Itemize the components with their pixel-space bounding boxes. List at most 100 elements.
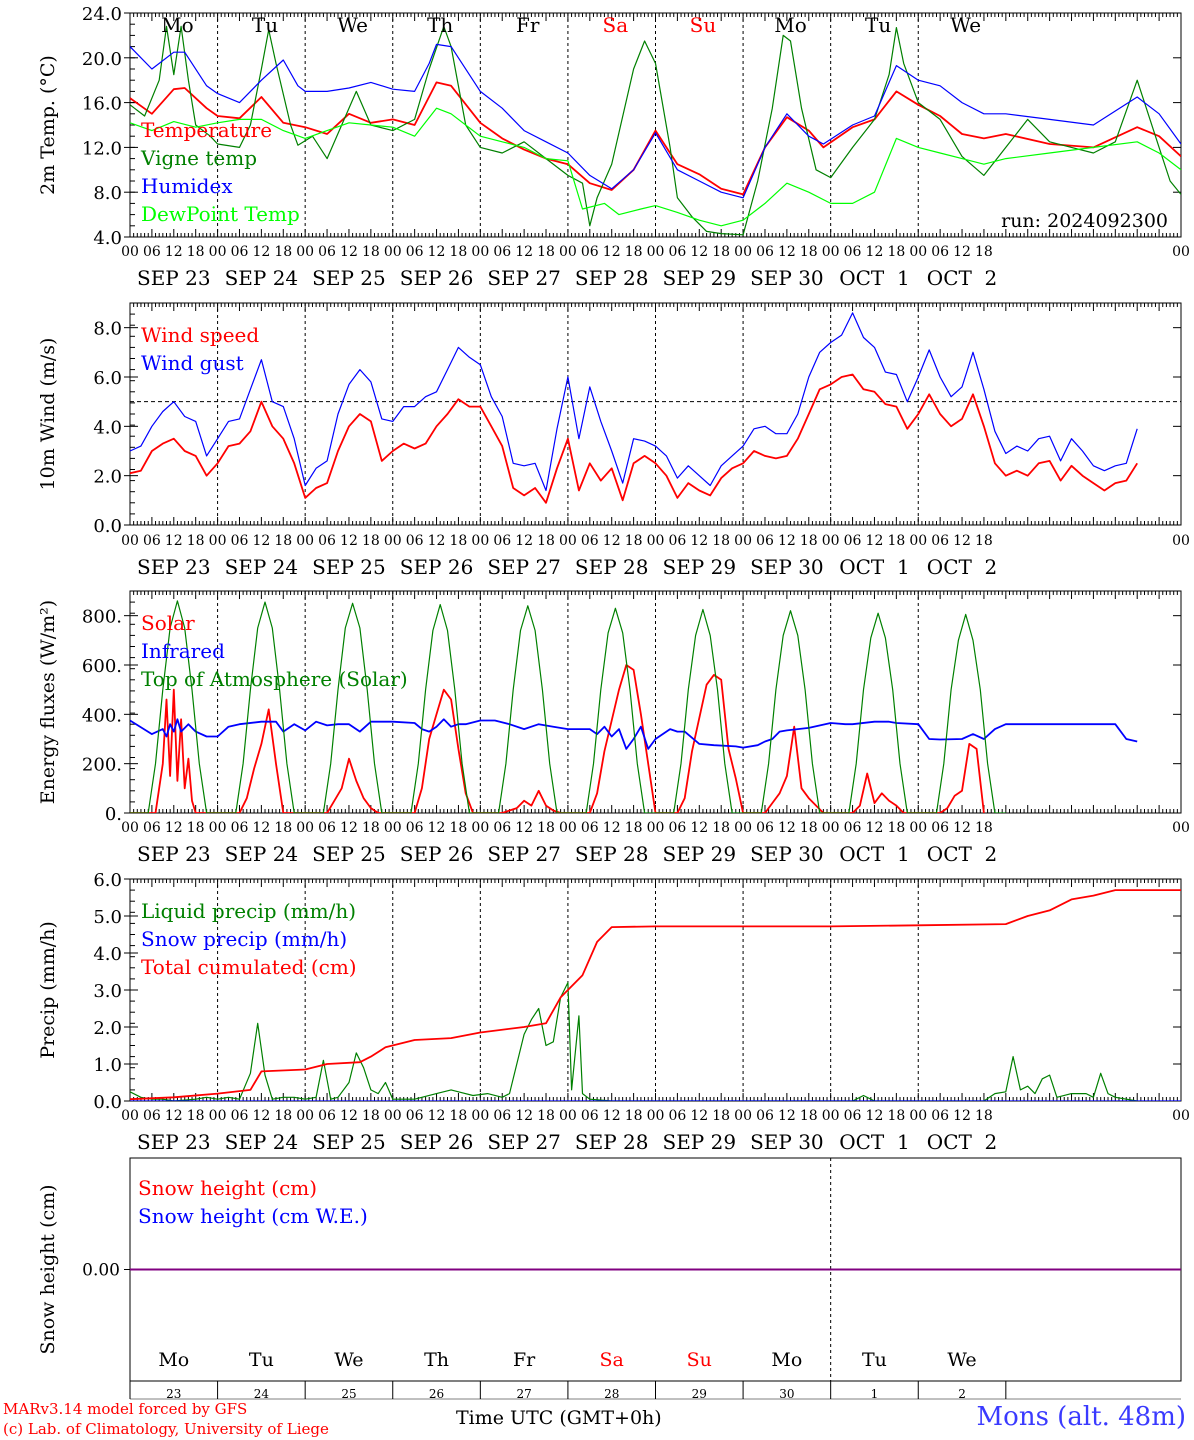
hour-tick-label: 06	[668, 244, 686, 260]
hour-tick-label: 06	[406, 1108, 424, 1124]
temperature-panel: 00 06 12 18 00 06 12 18 00 06 12 18 00 06 12 18 00 06 12 18…	[37, 4, 1190, 290]
hour-tick-label: 12	[603, 244, 621, 260]
hour-tick-label: 06	[931, 820, 949, 836]
hour-tick-label: 12	[340, 244, 358, 260]
hour-tick-label: 06	[931, 533, 949, 549]
hour-tick-label: 18	[274, 533, 292, 549]
hour-tick-label: 00	[471, 244, 489, 260]
hour-tick-label: 18	[975, 533, 993, 549]
day-label: SEP 28	[575, 842, 649, 866]
day-label: SEP 25	[312, 266, 386, 290]
hour-tick-label: 12	[515, 820, 533, 836]
hour-tick-label: 00	[647, 244, 665, 260]
hour-tick-label: 00	[909, 244, 927, 260]
snow-height-panel: 0.00 Snow height (cm) Snow height (cm) Snow…	[37, 1157, 1182, 1401]
hour-tick-label: 00	[1172, 244, 1190, 260]
day-label: SEP 28	[575, 555, 649, 579]
weekday-label: Mo	[771, 1349, 802, 1371]
hour-tick-label: 18	[712, 1108, 730, 1124]
series-line	[130, 600, 1006, 813]
hour-tick-label: 06	[668, 533, 686, 549]
hour-tick-label: 12	[866, 533, 884, 549]
hour-tick-label: 00	[734, 1108, 752, 1124]
hour-tick-label: 18	[712, 820, 730, 836]
hour-tick-label: 06	[231, 820, 249, 836]
hour-tick-label: 06	[493, 820, 511, 836]
weekday-label: Sa	[600, 1349, 624, 1371]
day-label: SEP 27	[487, 1130, 561, 1154]
legend-entry: Total cumulated (cm)	[141, 955, 357, 979]
hour-tick-label: 00	[734, 820, 752, 836]
hour-tick-label: 12	[252, 244, 270, 260]
series-line	[130, 664, 985, 813]
day-label: SEP 27	[487, 266, 561, 290]
hour-tick-label: 18	[887, 820, 905, 836]
day-label: SEP 25	[312, 555, 386, 579]
hour-tick-label: 18	[537, 1108, 555, 1124]
hour-tick-label: 00	[384, 820, 402, 836]
hour-tick-label: 06	[406, 533, 424, 549]
weekday-label: Mo	[158, 1349, 189, 1371]
y-tick-label: 16.0	[82, 94, 122, 115]
hour-tick-label: 06	[493, 1108, 511, 1124]
hour-tick-label: 06	[493, 533, 511, 549]
hour-tick-label: 00	[384, 244, 402, 260]
hour-tick-label: 00	[734, 244, 752, 260]
legend-entry: Vigne temp	[140, 146, 257, 170]
date-number: 30	[779, 1387, 794, 1401]
hour-tick-label: 12	[252, 1108, 270, 1124]
day-label: SEP 24	[225, 555, 299, 579]
hour-tick-label: 00	[559, 533, 577, 549]
day-label: OCT 2	[927, 1130, 997, 1154]
hour-tick-label: 12	[690, 820, 708, 836]
series-line	[130, 718, 1138, 750]
hour-tick-label: 06	[231, 1108, 249, 1124]
y-tick-label: 2.0	[93, 467, 122, 488]
day-label: SEP 28	[575, 266, 649, 290]
hour-tick-label: 00	[1172, 1108, 1190, 1124]
hour-tick-label: 18	[362, 1108, 380, 1124]
hour-tick-label: 00	[296, 533, 314, 549]
day-label: SEP 27	[487, 842, 561, 866]
hour-tick-label: 12	[165, 533, 183, 549]
hour-tick-label: 00	[909, 1108, 927, 1124]
weekday-label: Fr	[516, 13, 540, 37]
hour-tick-label: 12	[340, 1108, 358, 1124]
hour-tick-label: 00	[384, 533, 402, 549]
day-label: SEP 30	[750, 842, 824, 866]
hour-tick-label: 06	[318, 820, 336, 836]
day-label: SEP 23	[137, 842, 211, 866]
hour-tick-label: 06	[931, 1108, 949, 1124]
hour-tick-label: 18	[887, 1108, 905, 1124]
hour-tick-label: 00	[296, 244, 314, 260]
hour-tick-label: 06	[581, 533, 599, 549]
hour-tick-label: 12	[603, 1108, 621, 1124]
hour-tick-label: 12	[515, 244, 533, 260]
hour-tick-label: 12	[866, 244, 884, 260]
hour-tick-label: 00	[909, 820, 927, 836]
hour-tick-label: 18	[187, 820, 205, 836]
hour-tick-label: 12	[953, 533, 971, 549]
hour-tick-label: 18	[800, 244, 818, 260]
y-tick-label: 4.0	[93, 417, 122, 438]
time-axis-label: Time UTC (GMT+0h)	[456, 1407, 662, 1429]
day-label: SEP 24	[225, 1130, 299, 1154]
day-label: SEP 30	[750, 266, 824, 290]
y-tick-label: 6.0	[93, 368, 122, 389]
weekday-label: Su	[690, 13, 717, 37]
hour-tick-label: 06	[581, 244, 599, 260]
y-tick-label: 200.	[82, 755, 122, 776]
hour-tick-label: 18	[887, 533, 905, 549]
hour-tick-label: 00	[647, 1108, 665, 1124]
y-tick-label: 0.0	[93, 516, 122, 537]
hour-tick-label: 12	[953, 244, 971, 260]
hour-tick-label: 12	[340, 533, 358, 549]
hour-tick-label: 06	[143, 533, 161, 549]
run-label: run: 2024092300	[1001, 210, 1168, 232]
hour-tick-label: 06	[406, 820, 424, 836]
energy-flux-panel: 00 06 12 18 00 06 12 18 00 06 12 18 00 06 12 18 00 06 12 18…	[37, 590, 1190, 866]
day-label: OCT 2	[927, 842, 997, 866]
day-label: SEP 24	[225, 266, 299, 290]
hour-tick-label: 06	[143, 244, 161, 260]
weekday-label: Tu	[249, 1349, 274, 1371]
